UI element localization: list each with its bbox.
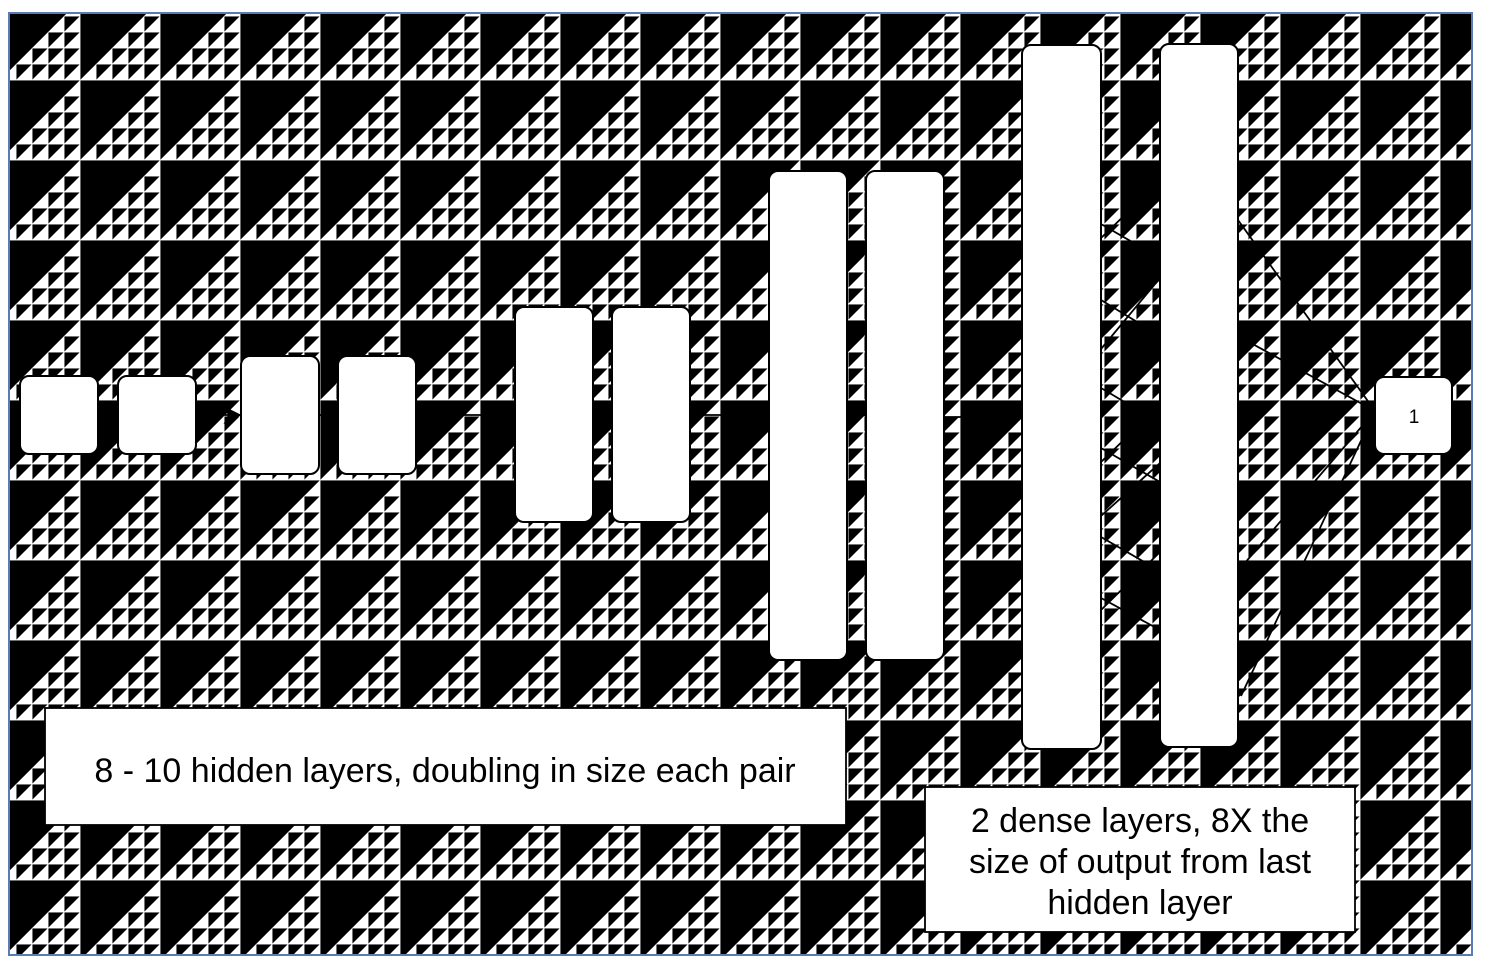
output-connection bbox=[1237, 410, 1376, 572]
dense-connection bbox=[1100, 223, 1161, 259]
output-connection bbox=[1240, 410, 1376, 697]
hidden-layer-8 bbox=[865, 170, 945, 661]
output-connections bbox=[1237, 219, 1376, 697]
output-connection bbox=[1237, 219, 1376, 412]
output-node bbox=[1374, 376, 1453, 455]
dense-layers-caption-line-3: hidden layer bbox=[1047, 884, 1232, 922]
dense-layer-1 bbox=[1021, 44, 1102, 750]
dense-connections bbox=[1100, 180, 1161, 631]
hidden-layer-6 bbox=[611, 306, 691, 523]
dense-layer-2 bbox=[1159, 43, 1239, 748]
dense-connection bbox=[1100, 299, 1161, 337]
dense-connection bbox=[1100, 462, 1161, 517]
hidden-layer-1 bbox=[19, 375, 99, 455]
dense-layers-caption-line-1: 2 dense layers, 8X the bbox=[971, 802, 1309, 840]
hidden-layer-3 bbox=[240, 355, 320, 475]
hidden-layer-7 bbox=[768, 170, 848, 661]
hidden-layers-caption-box bbox=[44, 707, 847, 826]
dense-connection bbox=[1100, 277, 1161, 350]
output-connection bbox=[1237, 335, 1376, 412]
dense-connection bbox=[1100, 404, 1161, 463]
dense-connection bbox=[1100, 551, 1161, 611]
dense-connection bbox=[1100, 447, 1161, 483]
dense-connection bbox=[1100, 536, 1161, 572]
diagram-frame bbox=[8, 12, 1473, 956]
dense-connection bbox=[1100, 597, 1161, 631]
dense-layers-caption-line-2: size of output from last bbox=[969, 843, 1312, 881]
dense-connection bbox=[1100, 180, 1161, 239]
dense-connection bbox=[1100, 387, 1161, 424]
hidden-layer-4 bbox=[337, 355, 417, 475]
hidden-layer-2 bbox=[117, 375, 197, 455]
hidden-layer-5 bbox=[514, 306, 594, 523]
hidden-layers-caption: 8 - 10 hidden layers, doubling in size e… bbox=[94, 752, 795, 790]
dense-layers-caption-box bbox=[924, 786, 1356, 933]
output-node-label: 1 bbox=[1409, 407, 1420, 428]
